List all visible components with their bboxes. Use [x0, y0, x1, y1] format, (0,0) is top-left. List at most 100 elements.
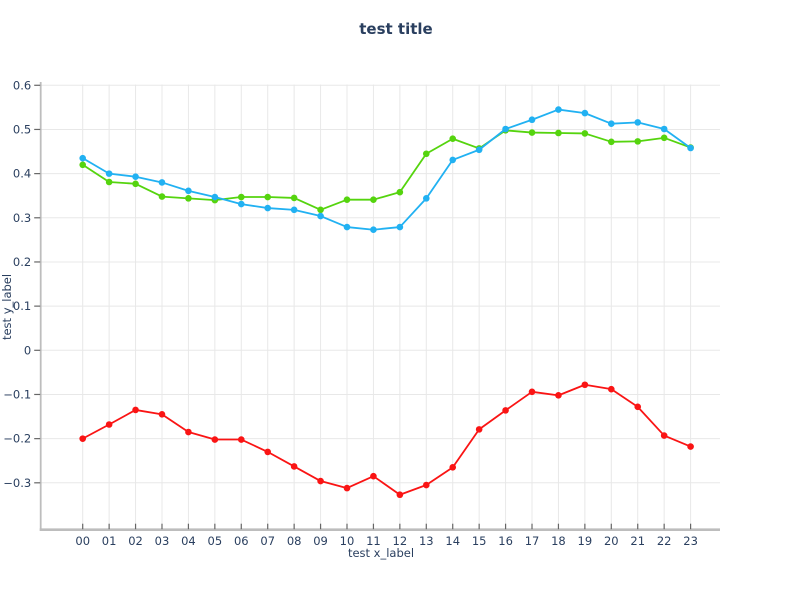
x-tick-label: 19	[578, 534, 593, 548]
x-tick-label: 04	[181, 534, 196, 548]
green-series-point	[634, 138, 642, 145]
blue-series-point	[211, 193, 219, 201]
blue-series-point	[105, 170, 113, 177]
blue-series-point	[608, 120, 615, 128]
y-tick-label: 0.6	[13, 78, 31, 92]
green-series-point	[581, 130, 589, 137]
blue-series-point	[528, 116, 536, 124]
y-tick-label: 0.1	[13, 299, 31, 313]
green-series-point	[528, 129, 536, 136]
x-tick-label: 15	[472, 534, 487, 548]
blue-series-point	[79, 154, 86, 162]
green-series-point	[396, 188, 404, 196]
x-tick-label: 07	[260, 534, 275, 548]
green-series-point	[79, 161, 86, 169]
x-tick-label: 09	[313, 534, 328, 548]
x-tick-label: 08	[287, 534, 302, 548]
red-series-point	[608, 385, 615, 393]
red-series-point	[528, 388, 536, 396]
red-series-point	[105, 421, 113, 428]
green-series-point	[317, 206, 324, 214]
red-series-point	[555, 392, 562, 399]
x-tick-label: 16	[498, 534, 513, 548]
red-series-point	[264, 448, 272, 456]
green-series-point	[264, 193, 272, 201]
red-series-point	[449, 464, 457, 471]
red-series-point	[396, 491, 404, 499]
x-tick-label: 13	[419, 534, 434, 548]
x-tick-label: 05	[208, 534, 223, 548]
x-tick-label: 18	[551, 534, 566, 548]
blue-series-point	[475, 146, 483, 154]
x-tick-label: 03	[155, 534, 170, 548]
red-series-point	[290, 463, 298, 470]
red-series-point	[422, 481, 430, 489]
axes	[39, 82, 720, 532]
y-axis-title: test y_label	[0, 274, 14, 340]
x-tick-label: 01	[102, 534, 117, 548]
blue-series-point	[158, 179, 166, 186]
y-tick-label: 0.2	[13, 255, 31, 269]
red-series-point	[475, 426, 483, 433]
x-tick-label: 11	[366, 534, 381, 548]
blue-series-point	[185, 187, 192, 195]
red-series-point	[687, 443, 694, 450]
blue-series-point	[343, 223, 351, 231]
blue-series-point	[555, 106, 562, 113]
blue-series-point	[264, 204, 272, 212]
red-series-point	[370, 472, 377, 480]
red-series-point	[581, 381, 589, 389]
blue-series-point	[422, 195, 430, 202]
red-series-point	[132, 406, 139, 414]
y-tick-label: 0.4	[13, 167, 31, 181]
blue-series-point	[237, 200, 245, 208]
x-axis-title: test x_label	[348, 546, 414, 560]
y-tick-label: −0.1	[3, 387, 31, 401]
green-series-line	[82, 129, 691, 211]
green-series-point	[237, 193, 245, 201]
x-tick-label: 20	[604, 534, 619, 548]
x-tick-label: 12	[393, 534, 408, 548]
red-series-point	[660, 432, 668, 439]
blue-series-point	[449, 156, 457, 164]
green-series-point	[660, 134, 668, 142]
green-series-point	[449, 135, 457, 143]
green-series-point	[132, 180, 139, 188]
green-series-point	[555, 129, 562, 137]
blue-series-point	[660, 125, 668, 133]
x-tick-label: 02	[128, 534, 143, 548]
x-tick-label: 21	[630, 534, 645, 548]
y-tick-label: 0.3	[13, 211, 31, 225]
green-series-point	[343, 196, 351, 203]
green-series-point	[422, 150, 430, 158]
red-series-point	[185, 428, 192, 436]
green-series-point	[105, 178, 113, 186]
blue-series-line	[82, 108, 692, 231]
red-series-point	[79, 435, 86, 442]
green-series-point	[185, 195, 192, 202]
x-tick-label: 06	[234, 534, 249, 548]
y-tick-label: −0.3	[3, 476, 31, 490]
tick-marks	[34, 84, 692, 530]
green-series-point	[608, 138, 615, 146]
x-tick-label: 14	[445, 534, 460, 548]
blue-series-point	[581, 109, 589, 117]
x-tick-label: 23	[683, 534, 698, 548]
x-tick-label: 00	[75, 534, 90, 548]
chart-title: test title	[359, 20, 432, 38]
blue-series-point	[502, 125, 509, 133]
y-tick-label: 0.5	[13, 122, 31, 136]
blue-series-point	[687, 144, 694, 152]
red-series-point	[237, 436, 245, 443]
y-tick-label: −0.2	[3, 432, 31, 446]
blue-series-point	[132, 173, 139, 181]
x-tick-label: 10	[340, 534, 355, 548]
x-tick-label: 22	[657, 534, 672, 548]
blue-series-point	[396, 223, 404, 231]
x-tick-label: 17	[525, 534, 540, 548]
green-series-point	[370, 196, 377, 203]
red-series-point	[634, 403, 642, 411]
red-series-point	[211, 436, 219, 443]
